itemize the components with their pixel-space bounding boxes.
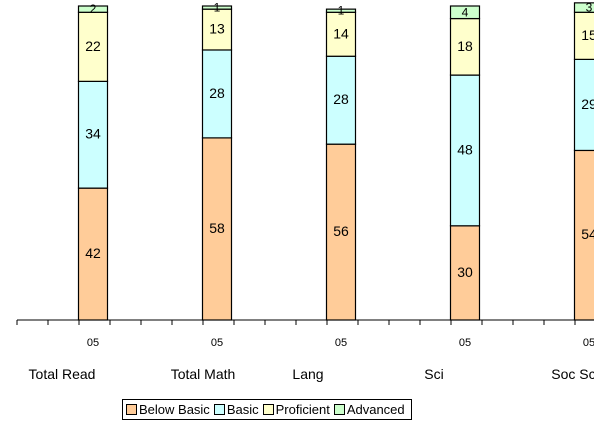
data-label-basic-total-math: 28 (209, 85, 225, 101)
x-category-label-total-math: Total Math (171, 366, 236, 382)
bar-segment-proficient-sci (449, 17, 481, 76)
data-label-proficient-lang: 14 (333, 25, 349, 41)
data-label-basic-soc-sci: 29 (581, 96, 594, 112)
bar-segment-proficient-lang (325, 11, 357, 57)
x-tick-year-label-soc-sci: 05 (583, 337, 594, 349)
bar-segment-basic-total-read (77, 80, 109, 189)
bar-segment-basic-lang (325, 55, 357, 145)
data-label-advanced-total-math: 1 (214, 1, 221, 15)
x-tick-year-label-total-math: 05 (211, 337, 223, 349)
bar-segment-proficient-total-math (201, 8, 233, 51)
bar-segment-below-basic-sci (449, 225, 481, 321)
data-label-advanced-lang: 1 (338, 4, 345, 18)
data-label-below-basic-soc-sci: 54 (581, 226, 594, 242)
data-label-below-basic-sci: 30 (457, 264, 473, 280)
legend-entry-proficient: Proficient (262, 402, 330, 417)
data-label-below-basic-total-math: 58 (209, 220, 225, 236)
bar-segment-advanced-lang (325, 8, 357, 13)
bar-segment-advanced-total-math (201, 5, 233, 10)
legend-swatch-proficient (262, 404, 274, 415)
data-label-proficient-total-read: 22 (85, 38, 101, 54)
bar-segment-below-basic-total-read (77, 187, 109, 321)
legend-swatch-basic (213, 404, 225, 415)
data-label-proficient-soc-sci: 15 (581, 27, 594, 43)
legend-label-advanced: Advanced (346, 402, 405, 417)
bar-segment-below-basic-total-math (201, 137, 233, 321)
legend-label-proficient: Proficient (275, 402, 330, 417)
x-category-label-total-read: Total Read (29, 366, 96, 382)
legend-entry-advanced: Advanced (333, 402, 405, 417)
legend-entry-basic: Basic (213, 402, 259, 417)
data-label-advanced-total-read: 2 (90, 2, 97, 16)
data-label-below-basic-lang: 56 (333, 223, 349, 239)
legend-label-below-basic: Below Basic (139, 402, 210, 417)
data-label-basic-sci: 48 (457, 141, 473, 157)
bar-segment-advanced-total-read (77, 5, 109, 13)
bar-segment-advanced-soc-sci (573, 2, 594, 13)
legend-swatch-below-basic (126, 404, 137, 415)
x-category-label-sci: Sci (424, 366, 443, 382)
data-label-basic-lang: 28 (333, 91, 349, 107)
bar-segment-advanced-sci (449, 5, 481, 20)
data-label-proficient-sci: 18 (457, 38, 473, 54)
x-category-label-lang: Lang (292, 366, 323, 382)
data-label-proficient-total-math: 13 (209, 21, 225, 37)
legend-entry-below-basic: Below Basic (126, 402, 210, 417)
data-label-advanced-soc-sci: 3 (586, 1, 593, 15)
chart-legend: Below Basic Basic Proficient Advanced (122, 399, 412, 420)
data-label-below-basic-total-read: 42 (85, 245, 101, 261)
x-tick-year-label-total-read: 05 (87, 337, 99, 349)
legend-swatch-advanced (333, 404, 345, 415)
legend-label-basic: Basic (226, 402, 259, 417)
x-category-label-soc-sci: Soc Sci (551, 366, 594, 382)
x-tick-year-label-sci: 05 (459, 337, 471, 349)
data-label-advanced-sci: 4 (462, 5, 469, 19)
data-label-basic-total-read: 34 (85, 126, 101, 142)
x-tick-year-label-lang: 05 (335, 337, 347, 349)
